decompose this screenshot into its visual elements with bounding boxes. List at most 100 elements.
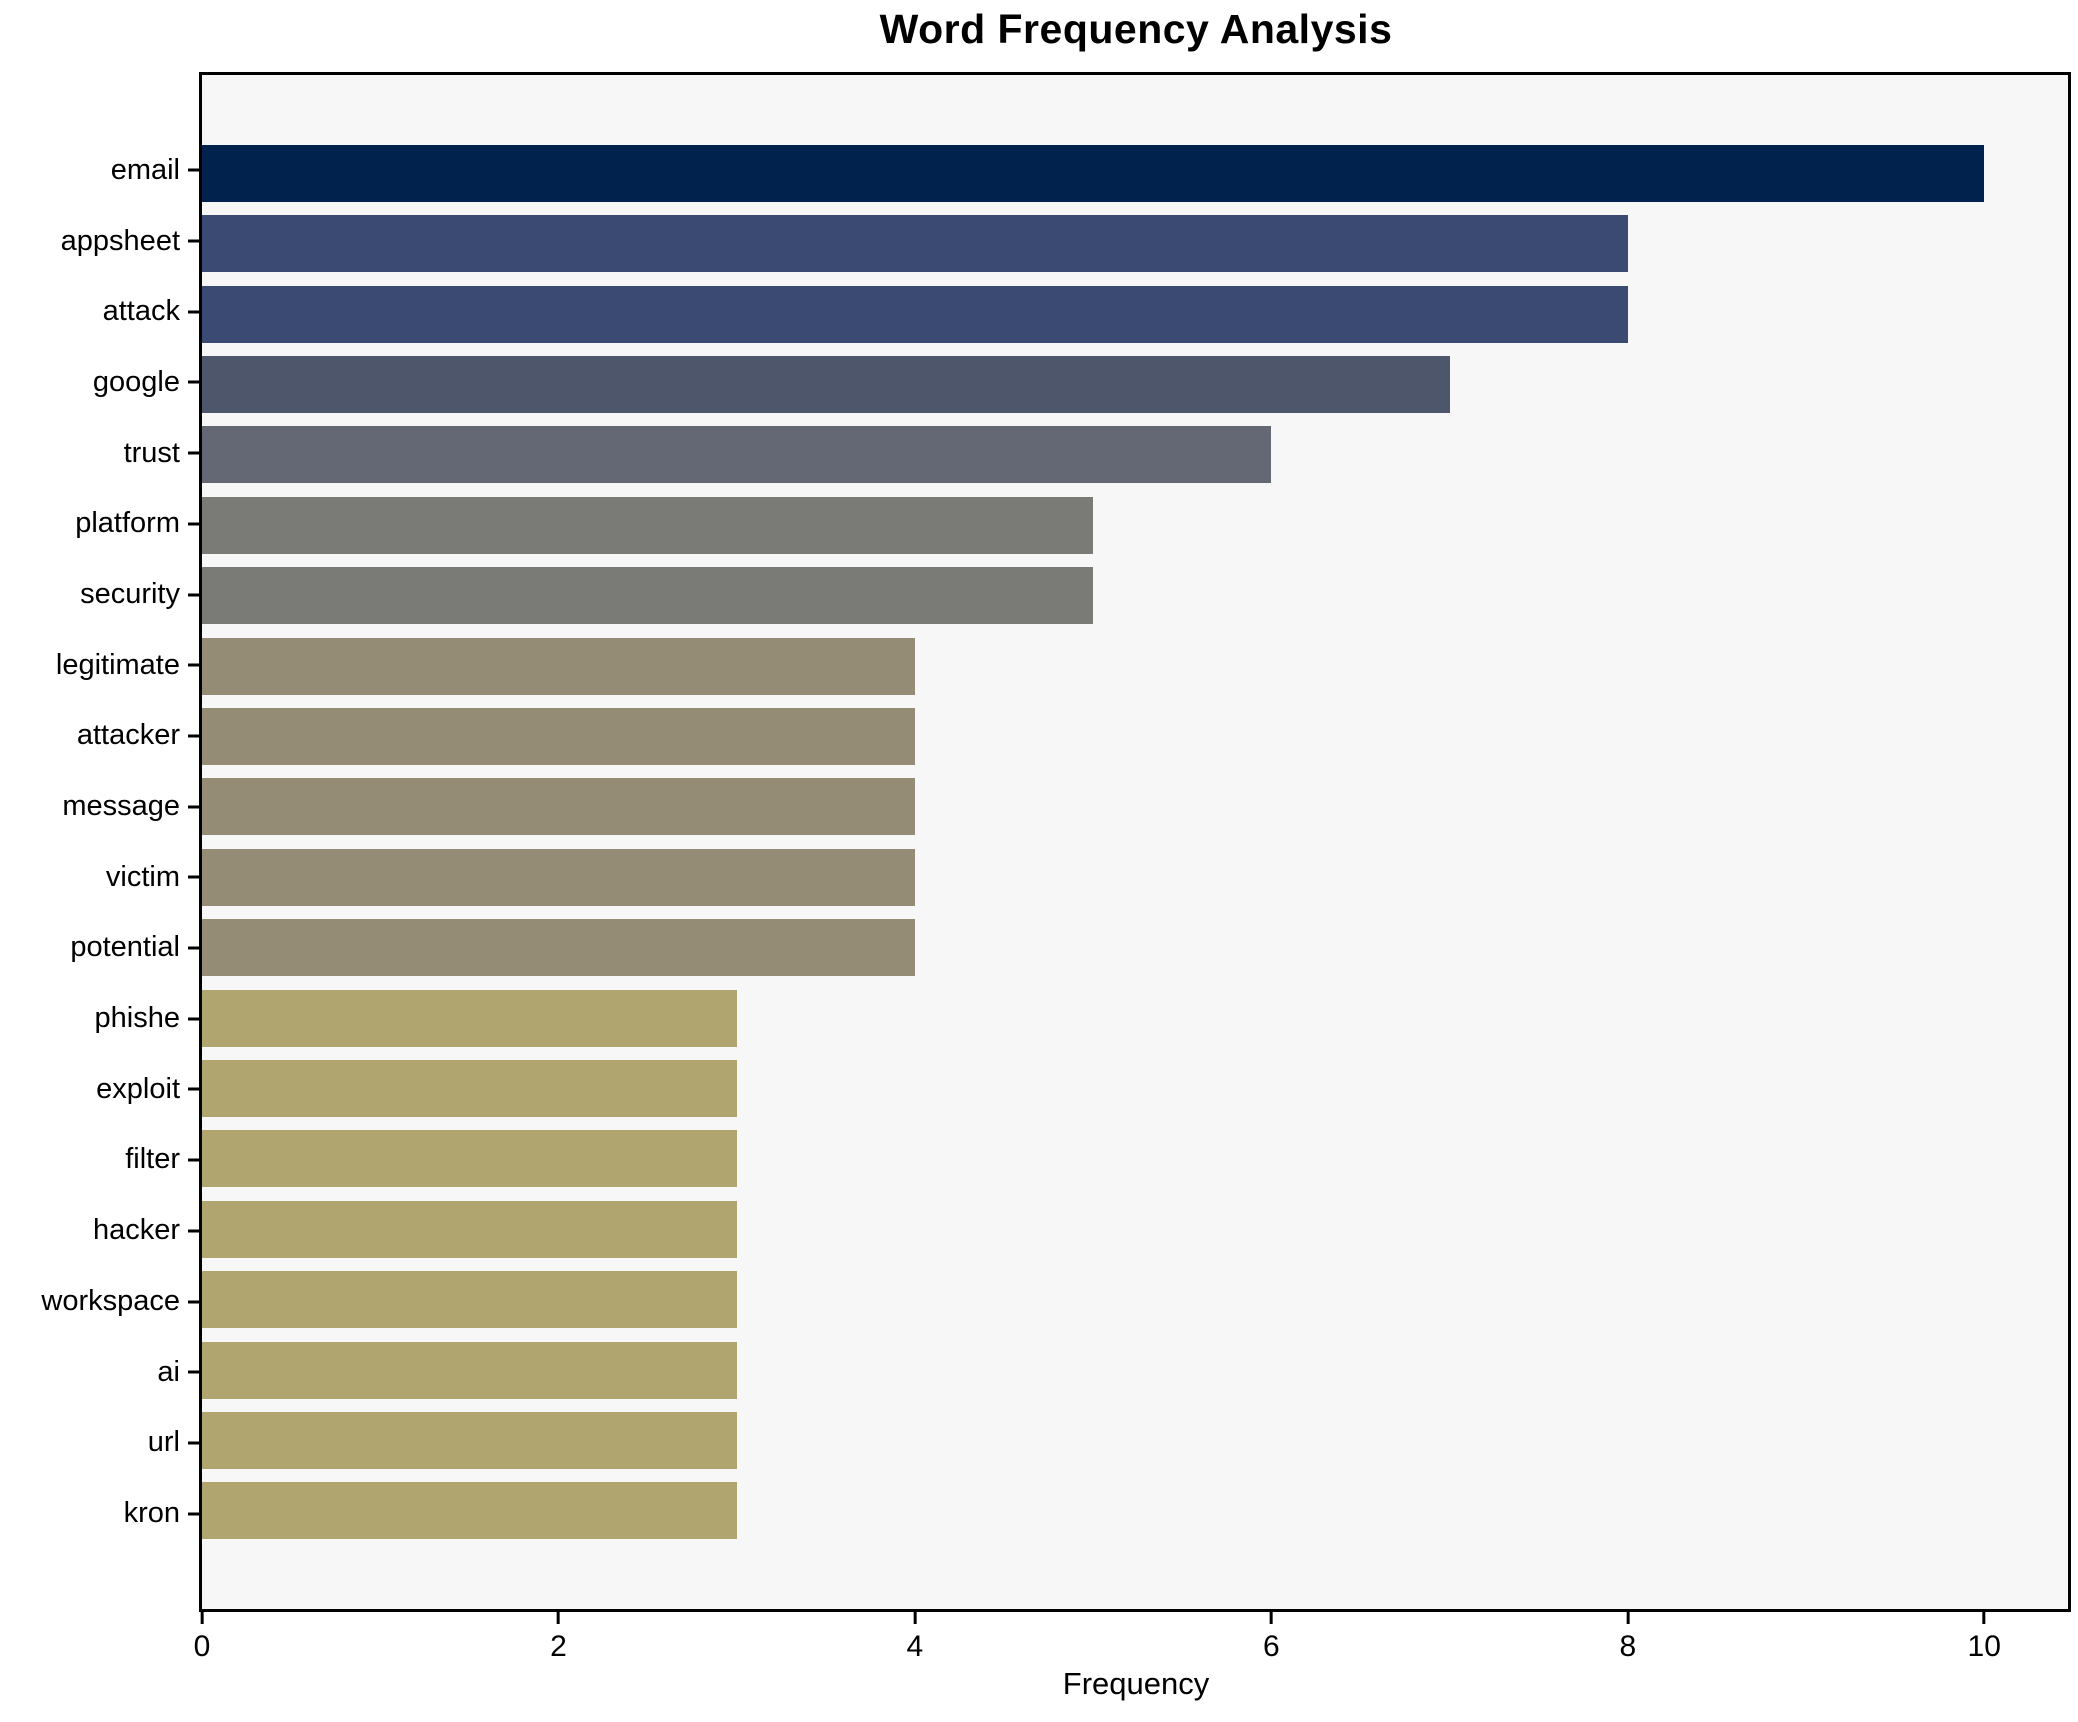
- bar-row-legitimate: [202, 631, 2068, 701]
- bar-attacker: [202, 707, 915, 765]
- y-axis-label-kron: kron: [123, 1496, 180, 1529]
- y-tick-message: [188, 805, 199, 809]
- x-tick-mark: [1626, 1612, 1630, 1624]
- y-tick-phishe: [188, 1017, 199, 1021]
- bar-email: [202, 144, 1985, 202]
- bar-victim: [202, 848, 915, 906]
- bar-row-url: [202, 1405, 2068, 1475]
- x-tick-0: 0: [193, 1612, 211, 1664]
- bar-ai: [202, 1341, 737, 1399]
- bar-row-appsheet: [202, 208, 2068, 278]
- y-axis-label-attacker: attacker: [76, 719, 180, 752]
- bar-attack: [202, 285, 1628, 343]
- bar-platform: [202, 496, 1094, 554]
- y-tick-appsheet: [188, 239, 199, 243]
- bar-message: [202, 778, 915, 836]
- bar-row-platform: [202, 490, 2068, 560]
- bar-row-workspace: [202, 1265, 2068, 1335]
- x-tick-label: 8: [1619, 1630, 1637, 1663]
- bar-exploit: [202, 1059, 737, 1117]
- y-axis-label-legitimate: legitimate: [55, 648, 180, 681]
- y-axis-label-filter: filter: [125, 1143, 180, 1176]
- bar-row-phishe: [202, 983, 2068, 1053]
- y-tick-victim: [188, 875, 199, 879]
- bar-row-email: [202, 138, 2068, 208]
- y-tick-potential: [188, 946, 199, 950]
- y-tick-hacker: [188, 1229, 199, 1233]
- y-tick-trust: [188, 451, 199, 455]
- x-tick-label: 6: [1262, 1630, 1280, 1663]
- y-tick-attack: [188, 310, 199, 314]
- bar-security: [202, 567, 1094, 625]
- bar-row-hacker: [202, 1194, 2068, 1264]
- y-axis-label-message: message: [62, 790, 180, 823]
- x-tick-4: 4: [906, 1612, 924, 1664]
- bar-phishe: [202, 989, 737, 1047]
- y-tick-legitimate: [188, 663, 199, 667]
- bar-filter: [202, 1130, 737, 1188]
- x-tick-label: 10: [1967, 1630, 2001, 1663]
- y-axis-label-workspace: workspace: [41, 1284, 180, 1317]
- y-axis-labels: email appsheet attack google trust platform se…: [0, 135, 180, 1549]
- y-axis-label-victim: victim: [105, 860, 180, 893]
- y-axis-label-potential: potential: [70, 931, 180, 964]
- y-axis-label-ai: ai: [157, 1355, 180, 1388]
- x-tick-label: 2: [550, 1630, 567, 1663]
- bar-row-kron: [202, 1476, 2068, 1546]
- bar-row-google: [202, 349, 2068, 419]
- y-tick-kron: [188, 1512, 199, 1516]
- y-axis-label-appsheet: appsheet: [60, 224, 180, 257]
- bar-hacker: [202, 1200, 737, 1258]
- bar-row-attack: [202, 279, 2068, 349]
- y-tick-google: [188, 380, 199, 384]
- x-tick-label: 4: [906, 1630, 924, 1663]
- x-tick-10: 10: [1968, 1612, 2001, 1664]
- y-axis-label-phishe: phishe: [94, 1002, 180, 1035]
- chart-title: Word Frequency Analysis: [879, 6, 1393, 52]
- x-tick-mark: [913, 1612, 917, 1624]
- y-axis-label-hacker: hacker: [92, 1214, 180, 1247]
- bar-row-message: [202, 772, 2068, 842]
- x-tick-8: 8: [1619, 1612, 1636, 1664]
- bar-legitimate: [202, 637, 915, 695]
- plot-area: [199, 72, 2071, 1612]
- y-axis-ticks: [188, 135, 199, 1549]
- bar-row-trust: [202, 420, 2068, 490]
- y-axis-label-email: email: [110, 153, 180, 186]
- bar-row-filter: [202, 1124, 2068, 1194]
- bar-row-ai: [202, 1335, 2068, 1405]
- y-tick-filter: [188, 1158, 199, 1162]
- y-tick-ai: [188, 1370, 199, 1374]
- y-axis-label-exploit: exploit: [96, 1072, 180, 1105]
- bar-row-attacker: [202, 701, 2068, 771]
- y-axis-label-google: google: [92, 365, 180, 398]
- bar-trust: [202, 426, 1272, 484]
- x-tick-label: 0: [193, 1630, 211, 1663]
- bar-google: [202, 355, 1450, 413]
- x-tick-mark: [200, 1612, 204, 1624]
- bar-kron: [202, 1482, 737, 1540]
- x-tick-6: 6: [1263, 1612, 1280, 1664]
- x-tick-mark: [1269, 1612, 1273, 1624]
- x-axis-ticks: 0 2 4 6 8 10: [194, 1612, 2068, 1682]
- x-tick-mark: [556, 1612, 560, 1624]
- bar-row-potential: [202, 912, 2068, 982]
- bar-row-victim: [202, 842, 2068, 912]
- y-tick-attacker: [188, 734, 199, 738]
- y-tick-url: [188, 1441, 199, 1445]
- bar-potential: [202, 919, 915, 977]
- bar-row-security: [202, 560, 2068, 630]
- y-axis-label-platform: platform: [75, 507, 180, 540]
- y-tick-email: [188, 168, 199, 172]
- y-tick-platform: [188, 522, 199, 526]
- bar-url: [202, 1412, 737, 1470]
- bar-row-exploit: [202, 1053, 2068, 1123]
- bar-workspace: [202, 1271, 737, 1329]
- y-tick-security: [188, 593, 199, 597]
- y-axis-label-attack: attack: [102, 295, 180, 328]
- y-axis-label-trust: trust: [123, 436, 180, 469]
- bar-appsheet: [202, 215, 1628, 273]
- x-axis-label: Frequency: [1062, 1666, 1210, 1701]
- y-tick-workspace: [188, 1300, 199, 1304]
